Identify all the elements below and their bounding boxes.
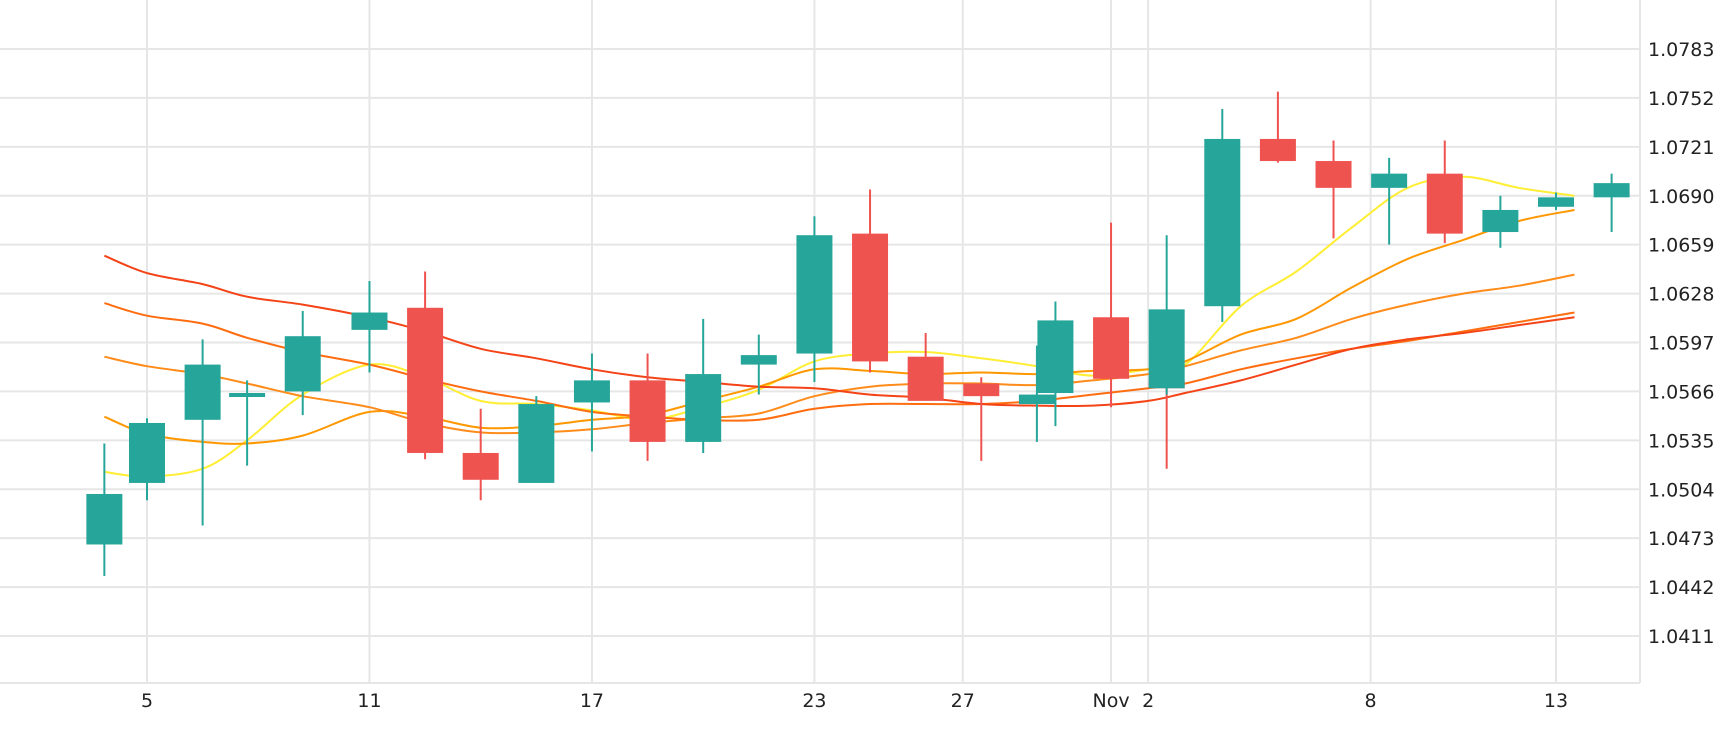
candle-body bbox=[518, 404, 555, 483]
candle-body bbox=[184, 364, 221, 420]
y-tick-label: 1.0535 bbox=[1648, 430, 1714, 452]
candle-body bbox=[284, 336, 321, 392]
candle-down bbox=[1315, 140, 1352, 239]
candle-body bbox=[1315, 161, 1352, 188]
x-tick-label: 17 bbox=[580, 690, 604, 712]
candle-body bbox=[129, 422, 165, 483]
candle-body bbox=[1093, 317, 1130, 379]
grid bbox=[0, 0, 1641, 684]
candle-down bbox=[1259, 91, 1296, 163]
candle-body bbox=[1018, 394, 1055, 405]
candle-up bbox=[740, 334, 777, 395]
x-tick-label: 23 bbox=[802, 690, 826, 712]
candle-up bbox=[1482, 195, 1519, 248]
candle-up bbox=[351, 280, 388, 373]
x-tick-label: 2 bbox=[1142, 690, 1154, 712]
candle-body bbox=[1148, 309, 1185, 389]
candle-down bbox=[907, 333, 944, 401]
y-tick-label: 1.0752 bbox=[1648, 88, 1714, 110]
candle-up bbox=[796, 216, 833, 382]
y-tick-label: 1.0442 bbox=[1648, 577, 1714, 599]
y-tick-label: 1.0566 bbox=[1648, 381, 1714, 403]
y-tick-label: 1.0783 bbox=[1648, 39, 1714, 61]
candle-body bbox=[86, 493, 123, 545]
candle-body bbox=[407, 307, 444, 453]
y-tick-label: 1.0659 bbox=[1648, 235, 1714, 257]
x-tick-label: 27 bbox=[951, 690, 975, 712]
candle-up bbox=[184, 339, 221, 526]
candles bbox=[86, 91, 1630, 577]
candle-body bbox=[1538, 197, 1574, 207]
candle-up bbox=[1148, 235, 1185, 395]
x-tick-label: 5 bbox=[141, 690, 153, 712]
x-tick-label: 8 bbox=[1365, 690, 1377, 712]
candle-body bbox=[1593, 183, 1630, 198]
moving-average-line-1 bbox=[104, 175, 1575, 478]
y-tick-label: 1.0473 bbox=[1648, 528, 1714, 550]
candle-body bbox=[963, 383, 1000, 397]
candle-down bbox=[852, 189, 889, 373]
moving-average-line-4 bbox=[104, 302, 1575, 422]
candle-down bbox=[1093, 222, 1130, 408]
candle-body bbox=[351, 312, 388, 330]
moving-average-line-2 bbox=[104, 209, 1575, 445]
candle-body bbox=[1426, 173, 1463, 234]
candle-body bbox=[740, 355, 777, 365]
moving-average-line-5 bbox=[104, 254, 1575, 408]
candle-up bbox=[129, 418, 165, 501]
moving-averages bbox=[104, 175, 1575, 478]
candle-body bbox=[685, 374, 722, 442]
candle-body bbox=[1482, 209, 1519, 233]
candle-up bbox=[284, 310, 321, 416]
y-tick-label: 1.0721 bbox=[1648, 137, 1714, 159]
candle-body bbox=[629, 380, 666, 442]
candle-body bbox=[907, 356, 944, 401]
candle-up bbox=[1593, 173, 1630, 233]
candle-up bbox=[1204, 108, 1241, 322]
candle-down bbox=[1426, 140, 1463, 244]
x-tick-label: 11 bbox=[357, 690, 381, 712]
x-tick-label: Nov bbox=[1093, 690, 1130, 712]
axes: 1.0411 1.0442 1.0473 1.0504 1.0535 1.0566 1.05… bbox=[141, 39, 1715, 712]
y-tick-label: 1.0504 bbox=[1648, 479, 1714, 501]
candle-body bbox=[462, 452, 499, 480]
candle-up bbox=[229, 380, 266, 466]
y-tick-label: 1.0628 bbox=[1648, 284, 1714, 306]
candle-body bbox=[1371, 173, 1408, 188]
candle-down bbox=[407, 271, 444, 460]
candle-up bbox=[1037, 301, 1074, 427]
candle-down bbox=[629, 353, 666, 461]
candle-up bbox=[1018, 345, 1055, 442]
candle-body bbox=[1204, 138, 1241, 307]
candle-body bbox=[1037, 320, 1074, 393]
candle-body bbox=[796, 235, 833, 354]
x-tick-label: 13 bbox=[1544, 690, 1568, 712]
candle-up bbox=[573, 353, 610, 452]
y-tick-label: 1.0597 bbox=[1648, 333, 1714, 355]
candle-up bbox=[518, 396, 555, 483]
candle-body bbox=[852, 233, 889, 362]
candle-up bbox=[1371, 157, 1408, 245]
candle-body bbox=[573, 380, 610, 403]
moving-average-line-3 bbox=[104, 273, 1575, 435]
candle-up bbox=[86, 443, 123, 577]
candle-down bbox=[963, 377, 1000, 461]
candle-up bbox=[1538, 192, 1574, 210]
candle-down bbox=[462, 408, 499, 501]
candle-body bbox=[1259, 138, 1296, 162]
candle-up bbox=[685, 318, 722, 453]
y-tick-label: 1.0411 bbox=[1648, 626, 1714, 648]
y-tick-label: 1.0690 bbox=[1648, 186, 1714, 208]
candle-body bbox=[229, 392, 266, 397]
